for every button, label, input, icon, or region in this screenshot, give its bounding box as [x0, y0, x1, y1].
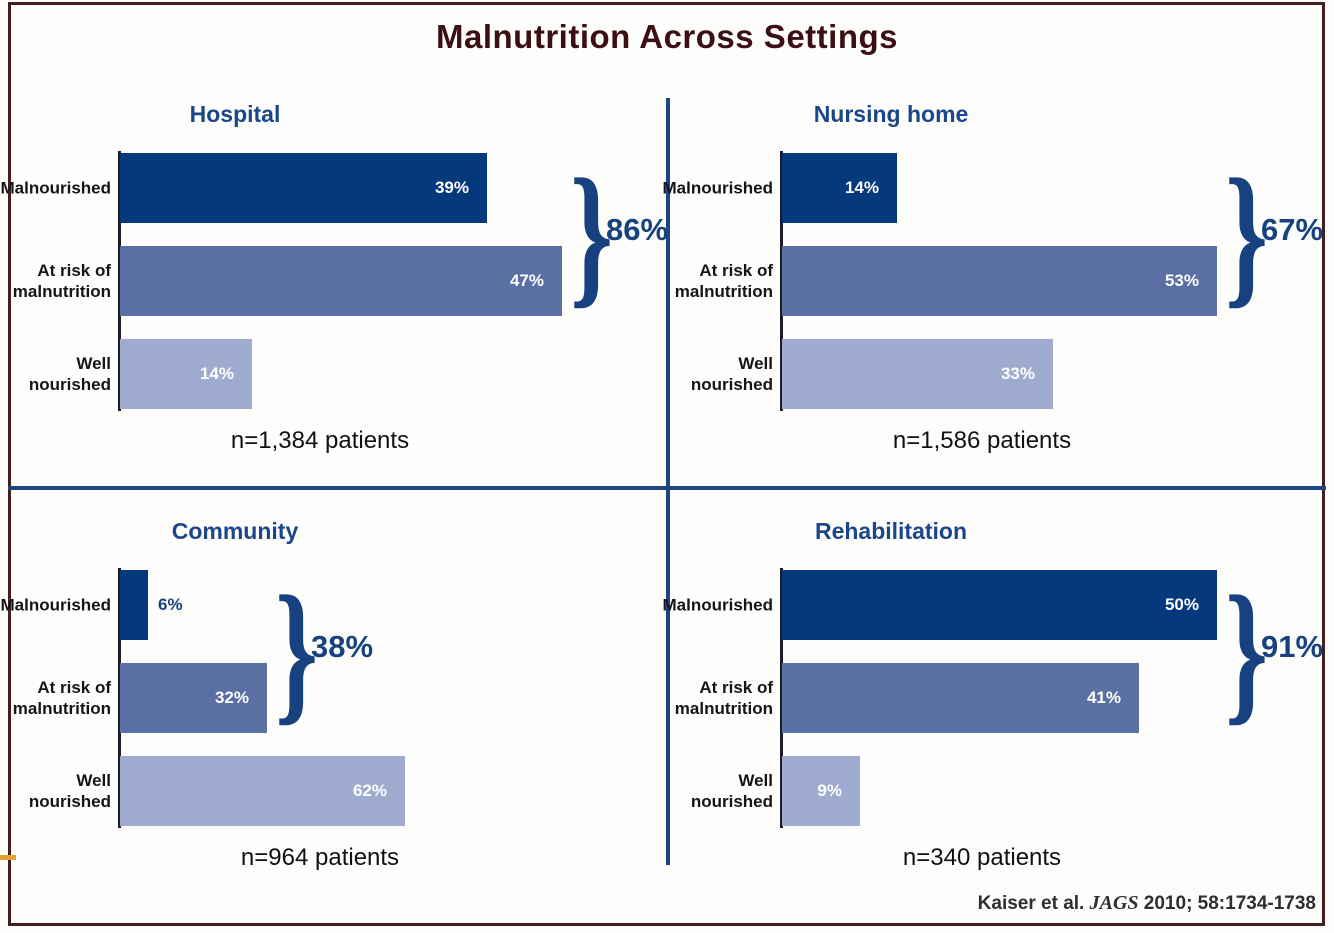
scan-edge-artifact	[0, 855, 16, 860]
quadrant-nursing-home: Nursing home Malnourished 14% At risk of mal…	[662, 95, 1326, 480]
bar-value-label: 14%	[844, 178, 879, 197]
bar-row-nursing-home: Malnourished 14%	[662, 153, 1322, 223]
bar-value-label: 47%	[509, 271, 544, 290]
bar-row-community: Malnourished 6%	[0, 570, 660, 640]
category-label: Malnourished	[0, 178, 111, 198]
y-axis-line	[780, 568, 783, 828]
bar-row-hospital: Well nourished 14%	[29, 339, 660, 409]
quadrant-title-nursing-home: Nursing home	[813, 101, 969, 127]
bar-value-label: 32%	[214, 688, 249, 707]
bar-value-label: 39%	[434, 178, 469, 197]
citation-details: 2010; 58:1734-1738	[1143, 893, 1316, 914]
bar-value-label: 62%	[352, 781, 387, 800]
bar-row-rehabilitation: Malnourished 50%	[662, 570, 1322, 640]
sample-size: n=964 patients	[240, 844, 400, 871]
citation-authors: Kaiser et al.	[977, 893, 1085, 914]
category-label: Well nourished	[690, 354, 773, 394]
combined-percentage: 86%	[606, 212, 669, 247]
bar-malnourished: 39%	[120, 153, 487, 223]
bar-malnourished: 6%	[120, 570, 183, 640]
category-label: Malnourished	[662, 178, 773, 198]
bar-row-hospital: At risk of malnutrition 47%	[13, 246, 660, 316]
bar-malnourished: 50%	[782, 570, 1217, 640]
quadrant-community: Community Malnourished 6% At risk of malnutr…	[0, 500, 670, 885]
bar-at-risk-of-malnutrition: 47%	[120, 246, 562, 316]
y-axis-line	[118, 568, 121, 828]
bar-well-nourished: 14%	[120, 339, 252, 409]
sample-size: n=1,586 patients	[892, 427, 1072, 454]
quadrant-title-community: Community	[171, 518, 299, 544]
chart-title: Malnutrition Across Settings	[436, 18, 898, 55]
quadrant-divider-horizontal	[8, 486, 1326, 490]
bar-row-nursing-home: At risk of malnutrition 53%	[675, 246, 1322, 316]
citation-journal: JAGS	[1089, 892, 1139, 914]
quadrant-title-rehabilitation: Rehabilitation	[814, 518, 968, 544]
bar-well-nourished: 62%	[120, 756, 405, 826]
quadrant-rehabilitation: Rehabilitation Malnourished 50% At risk of m…	[662, 500, 1326, 885]
bar-well-nourished: 33%	[782, 339, 1053, 409]
bar-value-label: 53%	[1164, 271, 1199, 290]
bar-malnourished: 14%	[782, 153, 897, 223]
bar-value-label: 6%	[158, 595, 183, 614]
category-label: Well nourished	[690, 771, 773, 811]
quadrant-hospital: Hospital Malnourished 39% At risk of malnutr…	[0, 95, 670, 480]
bar-value-label: 41%	[1086, 688, 1121, 707]
y-axis-line	[780, 151, 783, 411]
quadrant-title-hospital: Hospital	[189, 101, 281, 127]
quadrant-divider-vertical	[666, 98, 670, 865]
category-label: At risk of malnutrition	[12, 261, 111, 301]
bar-at-risk-of-malnutrition: 41%	[782, 663, 1139, 733]
y-axis-line	[118, 151, 121, 411]
bar-value-label: 50%	[1164, 595, 1199, 614]
sample-size: n=340 patients	[902, 844, 1062, 871]
category-label: At risk of malnutrition	[12, 678, 111, 718]
bar-row-hospital: Malnourished 39%	[0, 153, 660, 223]
bar-at-risk-of-malnutrition: 53%	[782, 246, 1217, 316]
category-label: At risk of malnutrition	[674, 261, 773, 301]
bar-well-nourished: 9%	[782, 756, 860, 826]
category-label: At risk of malnutrition	[674, 678, 773, 718]
combined-percentage: 91%	[1261, 629, 1324, 664]
bar-row-community: Well nourished 62%	[29, 756, 660, 826]
sample-size: n=1,384 patients	[230, 427, 410, 454]
combined-percentage: 38%	[311, 629, 374, 664]
bar-value-label: 9%	[817, 781, 842, 800]
category-label: Well nourished	[28, 354, 111, 394]
bar-row-rehabilitation: At risk of malnutrition 41%	[675, 663, 1322, 733]
bar-row-rehabilitation: Well nourished 9%	[691, 756, 1322, 826]
bar-value-label: 14%	[199, 364, 234, 383]
bar-at-risk-of-malnutrition: 32%	[120, 663, 267, 733]
category-label: Malnourished	[662, 595, 773, 615]
bar-row-community: At risk of malnutrition 32%	[13, 663, 660, 733]
citation: Kaiser et al. JAGS 2010; 58:1734-1738	[978, 892, 1316, 915]
bar-value-label: 33%	[1000, 364, 1035, 383]
category-label: Malnourished	[0, 595, 111, 615]
category-label: Well nourished	[28, 771, 111, 811]
combined-percentage: 67%	[1261, 212, 1324, 247]
bar-row-nursing-home: Well nourished 33%	[691, 339, 1322, 409]
